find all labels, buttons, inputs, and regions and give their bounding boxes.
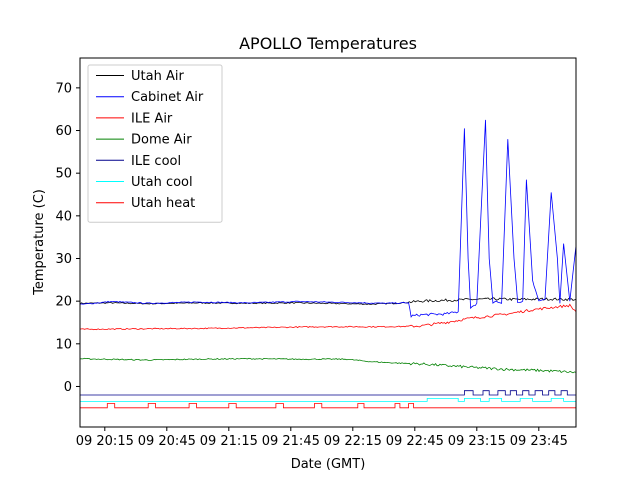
series-layer — [79, 119, 577, 409]
x-tick-label: 09 22:15 — [324, 434, 382, 449]
series-line-ile-cool — [80, 390, 576, 396]
series-line-cabinet-air — [79, 119, 577, 318]
x-tick-label: 09 20:45 — [138, 434, 196, 449]
y-tick-label: 60 — [55, 124, 72, 139]
x-tick-label: 09 22:45 — [386, 434, 444, 449]
series-line-utah-air — [79, 297, 577, 305]
series-line-utah-cool — [80, 398, 576, 402]
y-tick-label: 10 — [55, 337, 72, 352]
y-tick-label: 20 — [55, 295, 72, 310]
legend-box — [87, 64, 223, 223]
y-tick-label: 40 — [55, 209, 72, 224]
x-tick-label: 09 23:15 — [448, 434, 506, 449]
y-tick-label: 30 — [55, 252, 72, 267]
y-tick-label: 0 — [64, 380, 72, 395]
plot-frame — [79, 57, 577, 428]
legend-label-dome-air: Dome Air — [131, 133, 192, 148]
series-line-ile-air — [79, 303, 577, 331]
x-tick-label: 09 21:15 — [200, 434, 258, 449]
legend-label-utah-air: Utah Air — [131, 69, 184, 84]
legend-label-ile-cool: ILE cool — [131, 154, 181, 169]
y-tick-label: 70 — [55, 81, 72, 96]
x-tick-label: 09 23:45 — [510, 434, 568, 449]
y-tick-label: 50 — [55, 167, 72, 182]
legend: Utah Air Cabinet Air ILE Air Dome Air ILE co… — [87, 64, 223, 223]
legend-label-cabinet-air: Cabinet Air — [131, 90, 204, 105]
legend-label-utah-cool: Utah cool — [131, 175, 193, 190]
series-line-utah-heat — [80, 403, 576, 409]
x-tick-label: 09 20:15 — [76, 434, 134, 449]
legend-label-utah-heat: Utah heat — [131, 196, 195, 211]
y-axis-label: Temperature (C) — [32, 189, 47, 296]
chart-title: APOLLO Temperatures — [239, 34, 417, 53]
x-axis-label: Date (GMT) — [291, 457, 366, 472]
series-line-dome-air — [79, 357, 577, 374]
x-tick-label: 09 21:45 — [262, 434, 320, 449]
legend-label-ile-air: ILE Air — [131, 111, 173, 126]
y-axis: 0 10 20 30 40 50 60 70 — [55, 81, 80, 395]
x-axis: 09 20:15 09 20:45 09 21:15 09 21:45 09 22:15… — [76, 427, 568, 449]
